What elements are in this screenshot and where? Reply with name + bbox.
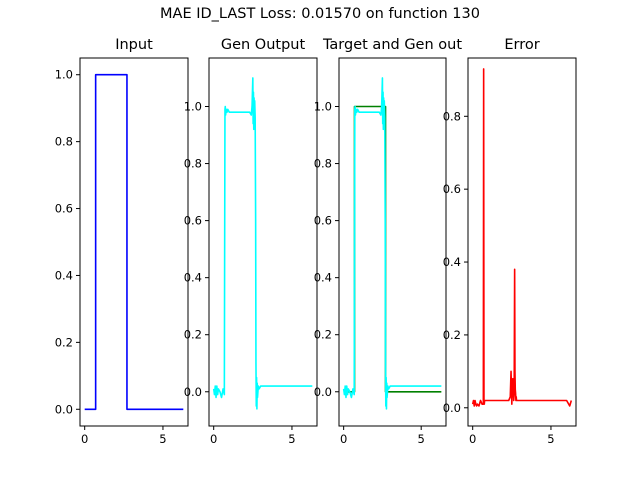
subplot-title: Error	[504, 37, 539, 53]
subplot-grid: Input 0 5 0.0 0.2 0.4 0.6 0.8 1.0 Gen Output 0 5 0.0…	[55, 37, 577, 446]
subplot-title: Target and Gen out	[322, 37, 462, 53]
axes-frame	[467, 57, 577, 427]
x-tick-label: 0	[469, 432, 476, 446]
series-line-1	[212, 77, 313, 410]
y-tick-label: 0.6	[55, 202, 73, 216]
x-tick-label: 0	[81, 432, 88, 446]
y-tick-label: 0.2	[55, 335, 73, 349]
y-tick-label: 0.2	[443, 328, 461, 342]
y-tick-label: 0.0	[443, 401, 461, 415]
y-tick-label: 1.0	[55, 68, 73, 82]
y-tick-label: 0.4	[314, 271, 332, 285]
y-tick-label: 0.0	[55, 402, 73, 416]
y-tick-label: 0.4	[184, 271, 202, 285]
y-tick-label: 0.6	[443, 182, 461, 196]
axes-frame	[208, 57, 318, 427]
y-tick-label: 0.2	[314, 328, 332, 342]
y-tick-label: 0.8	[443, 109, 461, 123]
y-tick-label: 0.0	[184, 385, 202, 399]
series-line-1	[343, 105, 442, 393]
subplot-title: Input	[115, 37, 153, 53]
series-line-1	[84, 73, 184, 411]
figure-title: MAE ID_LAST Loss: 0.01570 on function 13…	[160, 6, 480, 22]
y-tick-label: 0.2	[184, 328, 202, 342]
y-tick-label: 0.8	[314, 157, 332, 171]
subplot-title: Gen Output	[221, 37, 306, 53]
y-tick-label: 0.6	[314, 214, 332, 228]
x-tick-label: 0	[210, 432, 217, 446]
y-tick-label: 0.0	[314, 385, 332, 399]
y-tick-label: 0.4	[443, 255, 461, 269]
y-tick-label: 0.4	[55, 268, 73, 282]
series-line-1	[471, 68, 573, 407]
x-tick-label: 5	[288, 432, 295, 446]
y-tick-label: 1.0	[314, 99, 332, 113]
axes-frame	[79, 57, 189, 427]
subplot-2: Gen Output 0 5 0.0 0.2 0.4 0.6 0.8 1.0	[184, 37, 318, 446]
y-tick-label: 0.6	[184, 214, 202, 228]
axes-frame	[338, 57, 447, 427]
x-tick-label: 0	[340, 432, 347, 446]
y-tick-label: 1.0	[184, 99, 202, 113]
subplot-3: Target and Gen out 0 5 0.0 0.2 0.4 0.6 0.8 1.0	[314, 37, 463, 446]
y-tick-label: 0.8	[184, 157, 202, 171]
x-tick-label: 5	[418, 432, 425, 446]
y-tick-label: 0.8	[55, 135, 73, 149]
x-tick-label: 5	[159, 432, 166, 446]
series-line-2	[342, 77, 442, 410]
subplot-4: Error 0 5 0.0 0.2 0.4 0.6 0.8	[443, 37, 577, 446]
x-tick-label: 5	[547, 432, 554, 446]
subplot-1: Input 0 5 0.0 0.2 0.4 0.6 0.8 1.0	[55, 37, 189, 446]
